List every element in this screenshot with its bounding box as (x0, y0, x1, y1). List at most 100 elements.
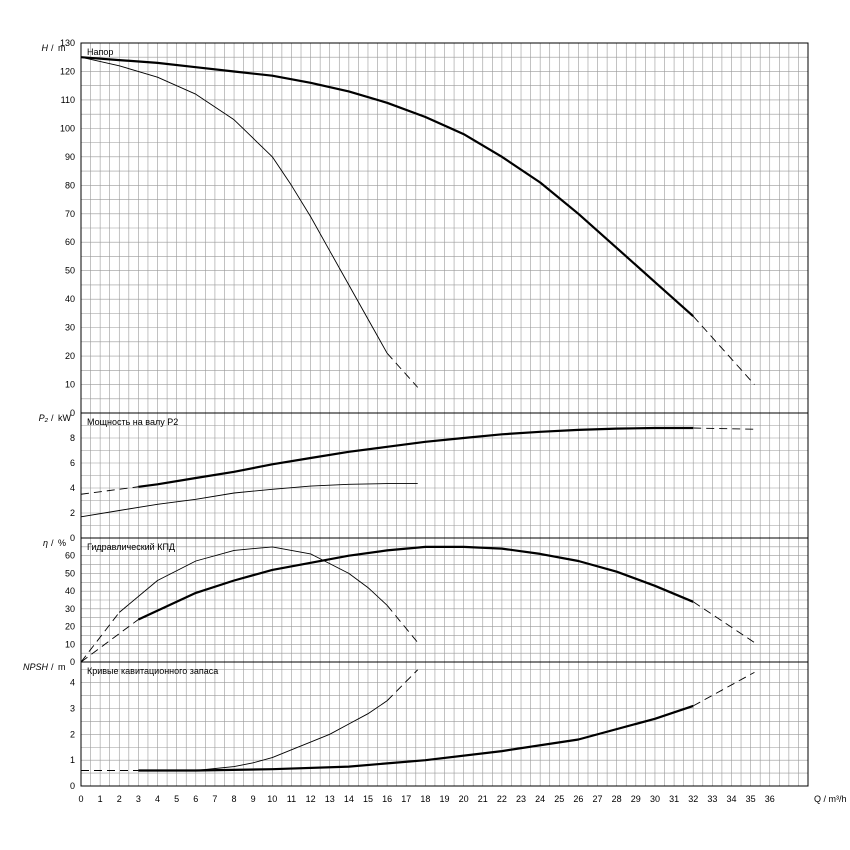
efficiency-curve-min_speed (119, 546, 388, 613)
npsh-y-tick-label: 1 (70, 755, 75, 765)
power-y-tick-label: 6 (70, 458, 75, 468)
x-tick-label: 12 (306, 794, 316, 804)
x-tick-label: 11 (287, 794, 296, 804)
npsh-y-tick-label: 3 (70, 704, 75, 714)
x-tick-label: 36 (765, 794, 775, 804)
x-tick-label: 29 (631, 794, 641, 804)
npsh-y-tick-label: 4 (70, 678, 75, 688)
npsh-y-axis-symbol: NPSH (23, 662, 49, 672)
efficiency-y-tick-label: 20 (65, 622, 75, 632)
head-y-axis-symbol: H (42, 43, 49, 53)
head-y-tick-label: 110 (61, 95, 75, 105)
efficiency-curve-max_speed-dashed (80, 619, 139, 663)
curve-layer (80, 56, 755, 772)
x-tick-label: 5 (174, 794, 179, 804)
x-tick-label: 1 (98, 794, 103, 804)
power-curve-max_speed-dashed (80, 486, 139, 495)
x-tick-label: 30 (650, 794, 660, 804)
x-tick-label: 31 (669, 794, 679, 804)
x-axis-label: Q / m³/h (814, 794, 847, 804)
efficiency-y-tick-label: 10 (65, 639, 75, 649)
head-y-axis-separator: / (51, 43, 54, 53)
efficiency-y-axis-separator: / (51, 538, 54, 548)
x-tick-label: 22 (497, 794, 507, 804)
x-tick-label: 4 (155, 794, 160, 804)
frame-layer (80, 42, 809, 787)
x-tick-label: 25 (554, 794, 564, 804)
x-tick-label: 17 (401, 794, 411, 804)
npsh-y-tick-label: 0 (70, 781, 75, 791)
power-y-tick-label: 8 (70, 433, 75, 443)
npsh-curve-max_speed (138, 704, 694, 772)
text-layer: 0 1 2 3 4 5 6 7 8 9 10 11 12 13 14 15 16 17 18 19 20 21 22 23 24… (23, 38, 847, 804)
x-tick-label: 32 (688, 794, 698, 804)
x-tick-label: 27 (593, 794, 603, 804)
x-tick-label: 24 (535, 794, 545, 804)
efficiency-y-tick-label: 40 (65, 586, 75, 596)
head-curve-min_speed-dashed (386, 352, 419, 388)
npsh-y-axis-unit: m (58, 662, 66, 672)
power-y-axis-separator: / (51, 413, 54, 423)
head-y-tick-label: 30 (65, 323, 75, 333)
power-curve-max_speed (138, 426, 694, 488)
x-tick-label: 0 (78, 794, 83, 804)
head-y-tick-label: 20 (65, 351, 75, 361)
x-tick-label: 6 (193, 794, 198, 804)
x-tick-label: 26 (573, 794, 583, 804)
power-y-tick-label: 4 (70, 483, 75, 493)
x-tick-label: 16 (382, 794, 392, 804)
head-y-tick-label: 130 (60, 38, 75, 48)
x-tick-label: 23 (516, 794, 526, 804)
power-curve-min_speed (80, 483, 418, 518)
power-y-tick-label: 0 (70, 533, 75, 543)
npsh-curve-min_speed-dashed (386, 669, 419, 702)
x-tick-label: 10 (267, 794, 277, 804)
x-tick-label: 7 (212, 794, 217, 804)
x-tick-label: 2 (117, 794, 122, 804)
efficiency-curve-min_speed-dashed (80, 612, 120, 663)
x-tick-label: 14 (344, 794, 354, 804)
power-y-tick-label: 2 (70, 508, 75, 518)
head-y-tick-label: 10 (65, 380, 75, 390)
x-tick-label: 15 (363, 794, 373, 804)
head-y-tick-label: 50 (65, 266, 75, 276)
npsh-curve-max_speed-dashed (692, 671, 755, 707)
head-y-tick-label: 80 (65, 180, 75, 190)
npsh-panel-title: Кривые кавитационного запаса (87, 666, 218, 676)
x-tick-label: 3 (136, 794, 141, 804)
x-tick-label: 19 (439, 794, 449, 804)
x-tick-label: 21 (478, 794, 488, 804)
head-y-tick-label: 120 (60, 66, 75, 76)
power-y-axis-unit: kW (58, 413, 72, 423)
head-curve-min_speed (80, 56, 388, 354)
x-tick-label: 9 (251, 794, 256, 804)
efficiency-curve-max_speed (137, 545, 694, 621)
efficiency-y-tick-label: 0 (70, 657, 75, 667)
efficiency-y-axis-unit: % (58, 538, 66, 548)
power-y-axis-symbol: P₂ (39, 413, 49, 423)
head-y-tick-label: 60 (65, 237, 75, 247)
npsh-panel-frame (80, 661, 809, 787)
head-y-tick-label: 0 (70, 408, 75, 418)
npsh-curve-min_speed (195, 700, 388, 771)
npsh-y-tick-label: 2 (70, 729, 75, 739)
head-y-tick-label: 40 (65, 294, 75, 304)
efficiency-panel-title: Гидравлический КПД (87, 542, 175, 552)
head-y-axis-unit: m (58, 43, 66, 53)
power-panel-title: Мощность на валу P2 (87, 417, 178, 427)
head-y-tick-label: 90 (65, 152, 75, 162)
head-y-tick-label: 70 (65, 209, 75, 219)
x-tick-label: 18 (420, 794, 430, 804)
x-tick-label: 34 (726, 794, 736, 804)
x-tick-label: 20 (459, 794, 469, 804)
x-tick-label: 8 (232, 794, 237, 804)
power-curve-max_speed-dashed (693, 427, 755, 430)
efficiency-curve-min_speed-dashed (386, 605, 419, 643)
npsh-y-axis-separator: / (51, 662, 54, 672)
efficiency-y-tick-label: 60 (65, 551, 75, 561)
head-curve-max_speed (80, 56, 694, 318)
x-tick-label: 28 (612, 794, 622, 804)
efficiency-curve-max_speed-dashed (692, 601, 755, 643)
x-tick-label: 13 (325, 794, 335, 804)
